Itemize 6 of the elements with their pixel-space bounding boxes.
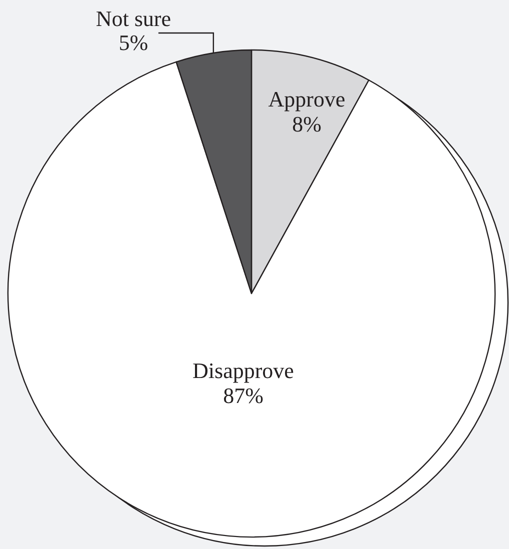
slice-label: Approve — [268, 86, 346, 112]
slice-label: Not sure — [96, 6, 171, 31]
data-label: 8% — [292, 112, 322, 137]
data-label: 87% — [223, 382, 264, 408]
data-label: 5% — [118, 30, 148, 55]
slice-label: Disapprove — [192, 358, 294, 383]
